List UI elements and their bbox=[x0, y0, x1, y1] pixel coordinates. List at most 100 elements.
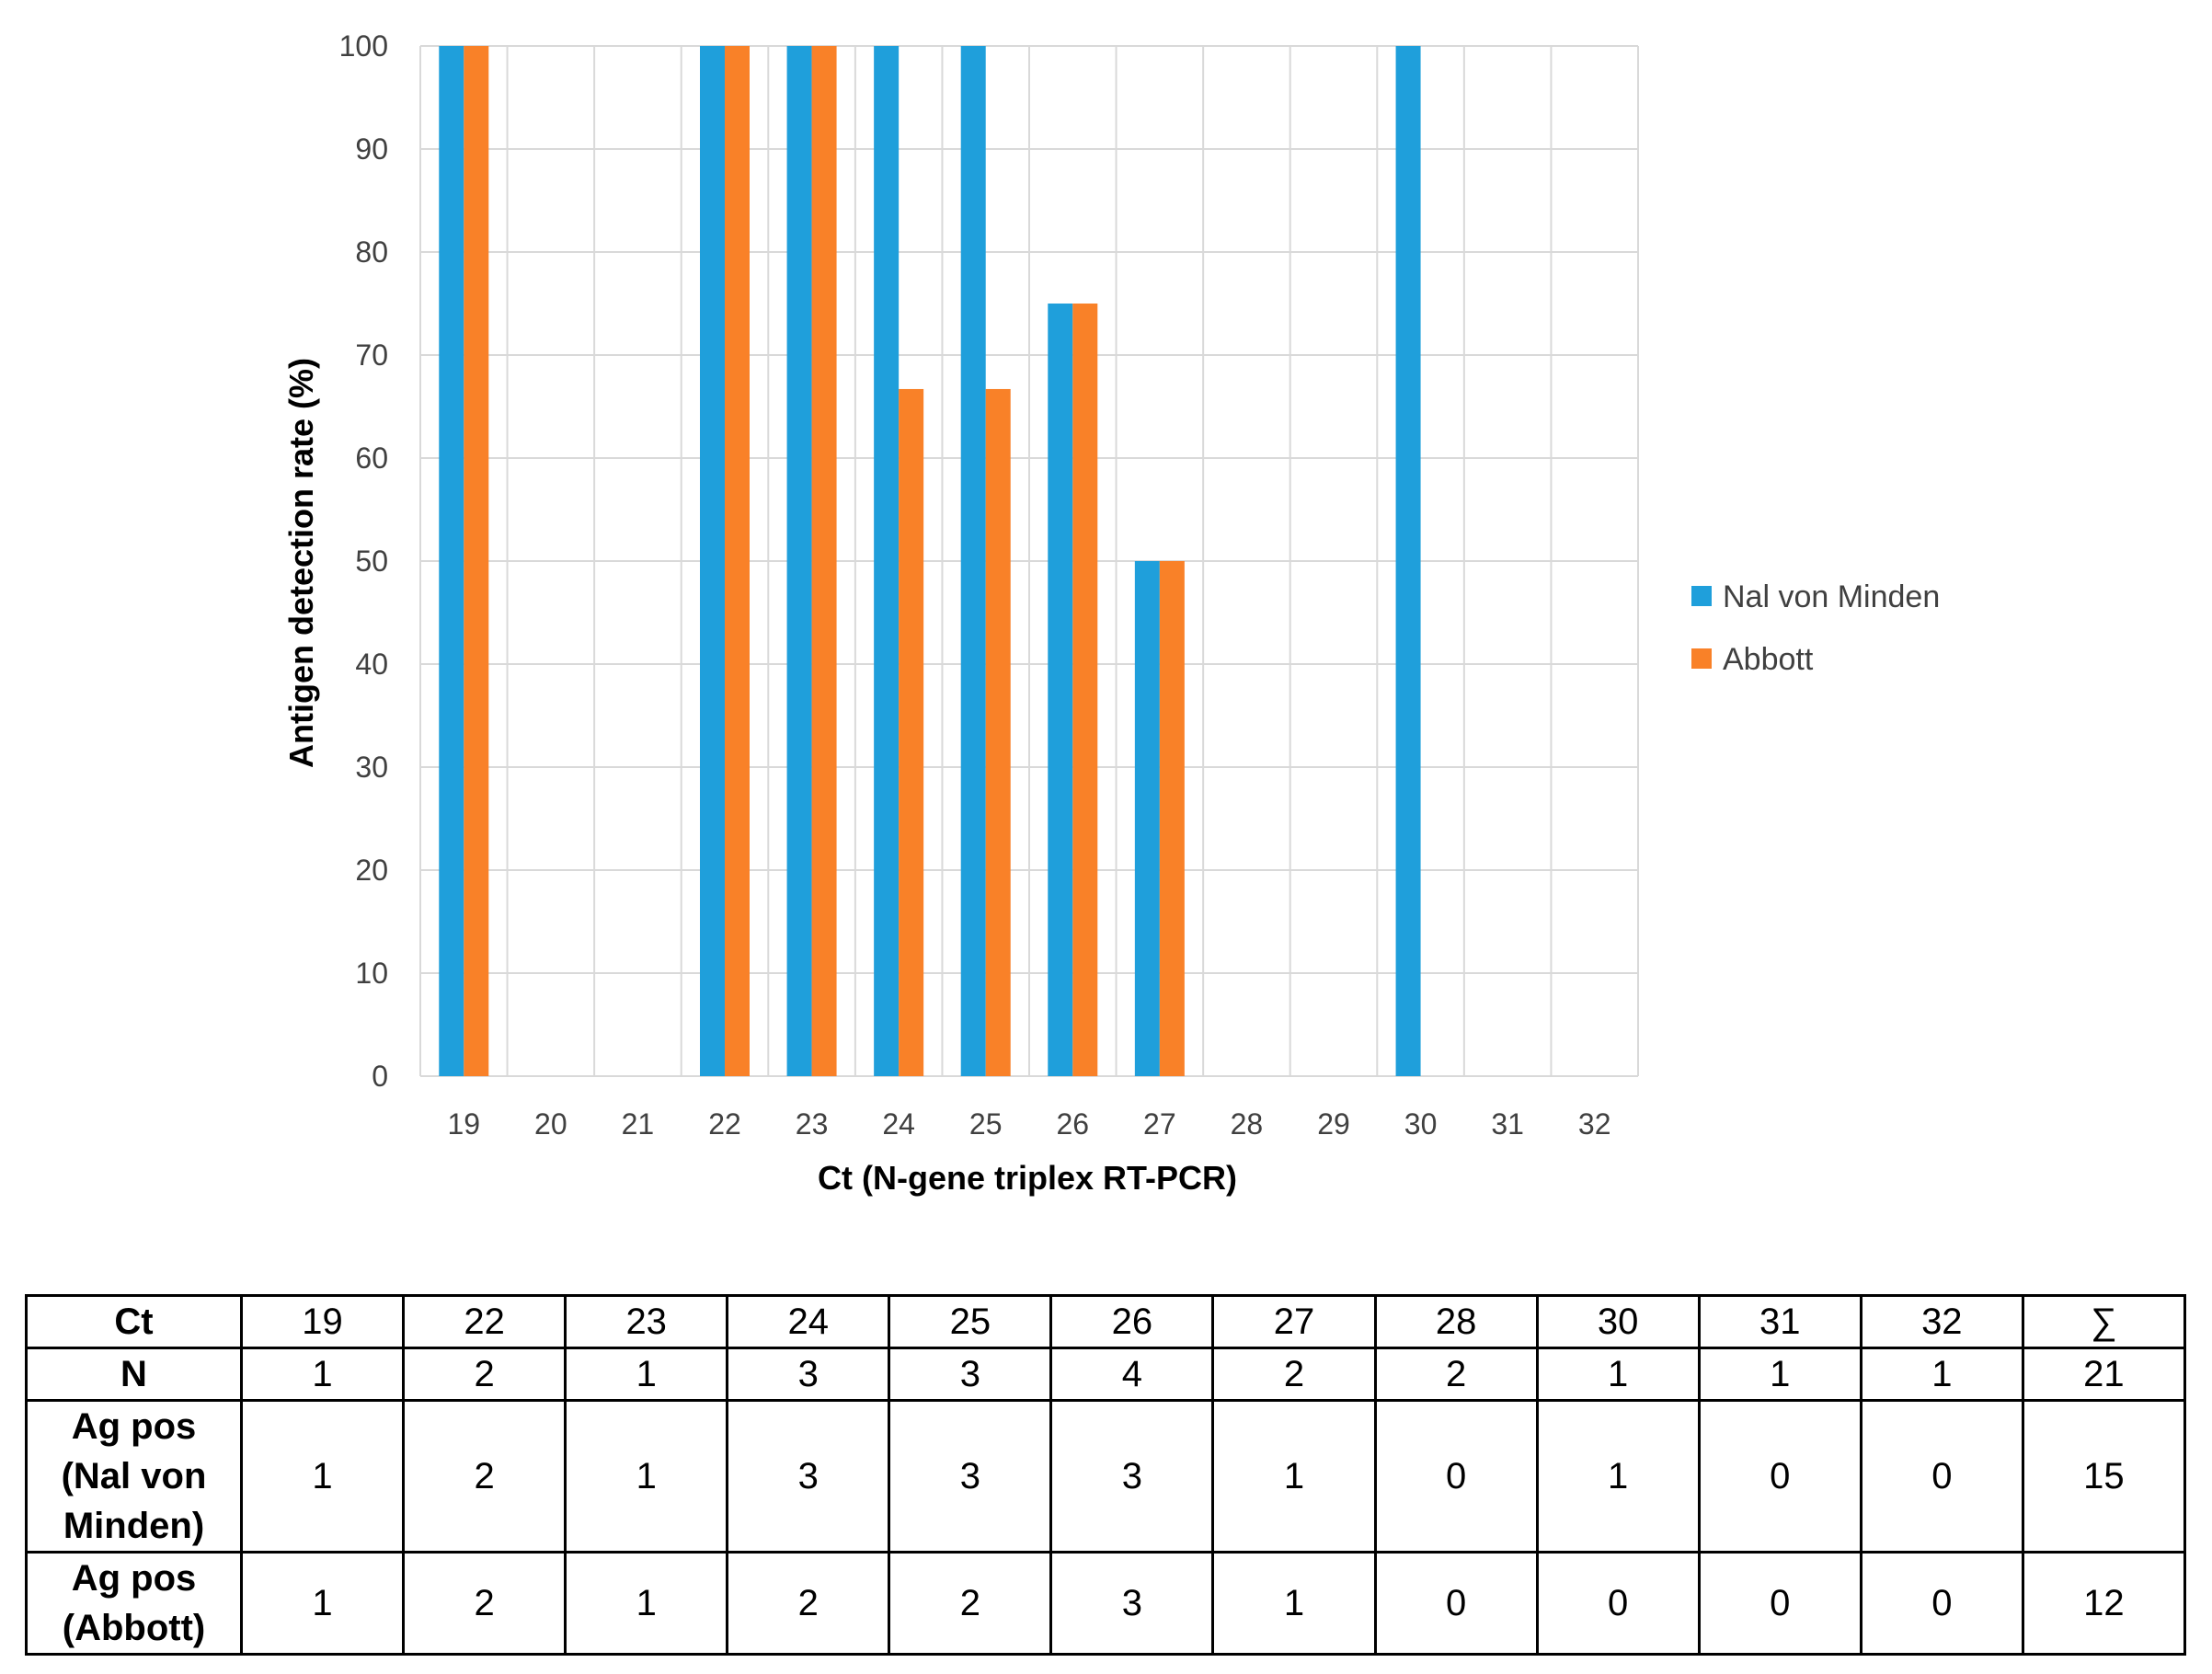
table-header-cell: 28 bbox=[1373, 1294, 1539, 1349]
table-row: Ag pos (Nal von Minden) 1 2 1 3 3 3 1 0 1 0 0 15 bbox=[25, 1399, 2187, 1554]
x-tick-label: 20 bbox=[534, 1107, 567, 1141]
table-cell: 1 bbox=[564, 1551, 729, 1656]
table-cell: 1 bbox=[1535, 1347, 1701, 1402]
row-header-line: Ag pos bbox=[71, 1558, 197, 1599]
table-cell: 0 bbox=[1535, 1551, 1701, 1656]
table-cell: 2 bbox=[726, 1551, 891, 1656]
table-cell: 2 bbox=[402, 1347, 567, 1402]
table-cell: 0 bbox=[1859, 1399, 2024, 1554]
table-cell: 0 bbox=[1697, 1399, 1862, 1554]
y-tick-label: 10 bbox=[355, 957, 388, 990]
table-cell: 1 bbox=[1535, 1399, 1701, 1554]
x-tick-label: 24 bbox=[882, 1107, 915, 1141]
table-header-cell: 31 bbox=[1697, 1294, 1862, 1349]
table-row-header: Ag pos (Nal von Minden) bbox=[25, 1399, 243, 1554]
table-cell: 3 bbox=[726, 1347, 891, 1402]
table-row-header: N bbox=[25, 1347, 243, 1402]
x-tick-label: 25 bbox=[969, 1107, 1003, 1141]
row-header-line: Ag pos bbox=[71, 1406, 197, 1447]
table-cell: 0 bbox=[1373, 1399, 1539, 1554]
x-tick-label: 27 bbox=[1143, 1107, 1176, 1141]
table-cell: 2 bbox=[888, 1551, 1053, 1656]
x-tick-label: 32 bbox=[1578, 1107, 1611, 1141]
bar-abbott-27 bbox=[1159, 561, 1185, 1076]
table-cell: 3 bbox=[888, 1347, 1053, 1402]
y-tick-label: 50 bbox=[355, 545, 388, 578]
table-header-cell: 32 bbox=[1859, 1294, 2024, 1349]
table-row: N 1 2 1 3 3 4 2 2 1 1 1 21 bbox=[25, 1347, 2187, 1402]
y-tick-label: 30 bbox=[355, 751, 388, 784]
table-cell: 1 bbox=[239, 1399, 406, 1554]
table-cell: 3 bbox=[888, 1399, 1053, 1554]
x-tick-label: 22 bbox=[708, 1107, 741, 1141]
table-header-row: Ct 19 22 23 24 25 26 27 28 30 31 32 ∑ bbox=[25, 1294, 2187, 1349]
table-header-cell: 24 bbox=[726, 1294, 891, 1349]
x-axis-title: Ct (N-gene triplex RT-PCR) bbox=[818, 1159, 1237, 1197]
table-cell: 1 bbox=[564, 1399, 729, 1554]
legend: Nal von Minden Abbott bbox=[1691, 579, 1940, 677]
x-tick-label: 19 bbox=[447, 1107, 480, 1141]
y-tick-label: 40 bbox=[355, 648, 388, 681]
x-tick-label: 28 bbox=[1231, 1107, 1264, 1141]
table-header-cell: 26 bbox=[1049, 1294, 1215, 1349]
table-header-cell: 19 bbox=[239, 1294, 406, 1349]
y-tick-label: 0 bbox=[372, 1060, 388, 1093]
x-tick-label: 31 bbox=[1491, 1107, 1524, 1141]
bar-abbott-19 bbox=[464, 46, 489, 1076]
y-tick-labels: 0 10 20 30 40 50 60 70 80 90 100 bbox=[339, 29, 388, 1093]
table-cell: 1 bbox=[1697, 1347, 1862, 1402]
table-cell: 0 bbox=[1373, 1551, 1539, 1656]
y-tick-label: 80 bbox=[355, 235, 388, 269]
y-tick-label: 20 bbox=[355, 854, 388, 887]
table-cell: 15 bbox=[2021, 1399, 2187, 1554]
y-tick-label: 100 bbox=[339, 29, 388, 63]
table-corner-cell: Ct bbox=[25, 1294, 243, 1349]
table-header-cell: 25 bbox=[888, 1294, 1053, 1349]
table-cell: 3 bbox=[726, 1399, 891, 1554]
bar-abbott-25 bbox=[985, 388, 1011, 1077]
y-axis-title: Antigen detection rate (%) bbox=[282, 358, 320, 768]
y-tick-label: 60 bbox=[355, 441, 388, 475]
table-header-cell: ∑ bbox=[2021, 1294, 2187, 1349]
table-cell: 1 bbox=[239, 1551, 406, 1656]
legend-label: Abbott bbox=[1723, 642, 1814, 677]
table-cell: 3 bbox=[1049, 1399, 1215, 1554]
row-header-line: Minden) bbox=[63, 1506, 205, 1546]
y-tick-label: 90 bbox=[355, 132, 388, 166]
gridlines bbox=[419, 45, 1639, 1077]
table-cell: 2 bbox=[1373, 1347, 1539, 1402]
x-tick-label: 30 bbox=[1404, 1107, 1438, 1141]
bar-abbott-22 bbox=[725, 46, 750, 1076]
table-cell: 1 bbox=[564, 1347, 729, 1402]
bars bbox=[439, 46, 1421, 1077]
bar-abbott-24 bbox=[899, 388, 924, 1077]
x-tick-label: 21 bbox=[622, 1107, 655, 1141]
table-cell: 3 bbox=[1049, 1551, 1215, 1656]
table-cell: 1 bbox=[239, 1347, 406, 1402]
bar-abbott-26 bbox=[1072, 304, 1098, 1076]
bar-nal-von-minden-30 bbox=[1395, 46, 1421, 1076]
table-cell: 21 bbox=[2021, 1347, 2187, 1402]
bar-nal-von-minden-23 bbox=[786, 46, 812, 1076]
row-header-line: (Abbott) bbox=[62, 1608, 206, 1648]
bar-nal-von-minden-22 bbox=[700, 46, 725, 1076]
table-cell: 2 bbox=[402, 1399, 567, 1554]
bar-nal-von-minden-27 bbox=[1134, 561, 1160, 1076]
y-tick-label: 70 bbox=[355, 338, 388, 372]
table-header-cell: 23 bbox=[564, 1294, 729, 1349]
table-cell: 1 bbox=[1859, 1347, 2024, 1402]
table-cell: 1 bbox=[1211, 1399, 1377, 1554]
table-row: Ag pos (Abbott) 1 2 1 2 2 3 1 0 0 0 0 12 bbox=[25, 1551, 2187, 1656]
bar-nal-von-minden-25 bbox=[960, 46, 986, 1076]
table-cell: 12 bbox=[2021, 1551, 2187, 1656]
table-header-cell: 30 bbox=[1535, 1294, 1701, 1349]
table-cell: 0 bbox=[1859, 1551, 2024, 1656]
table-cell: 4 bbox=[1049, 1347, 1215, 1402]
x-tick-label: 26 bbox=[1056, 1107, 1089, 1141]
bar-nal-von-minden-24 bbox=[874, 46, 900, 1076]
row-header-line: (Nal von bbox=[61, 1456, 207, 1496]
table-header-cell: 27 bbox=[1211, 1294, 1377, 1349]
table-header-cell: 22 bbox=[402, 1294, 567, 1349]
x-tick-labels: 19 20 21 22 23 24 25 26 27 28 29 30 31 32 bbox=[447, 1107, 1610, 1141]
x-tick-label: 29 bbox=[1317, 1107, 1350, 1141]
